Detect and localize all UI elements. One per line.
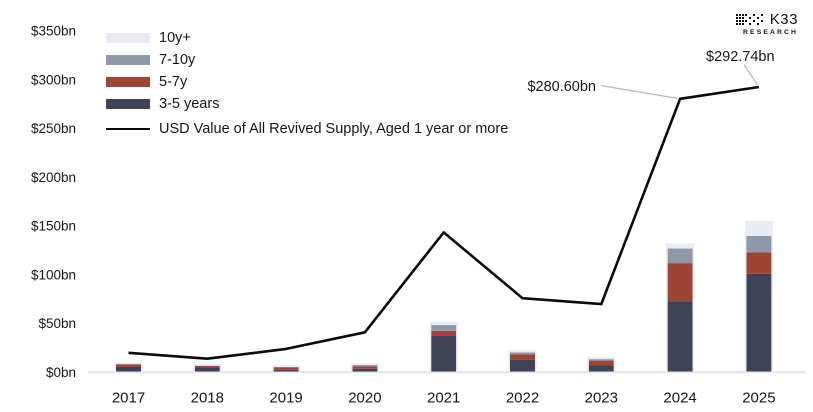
bar-segment-2021-7-10y <box>431 325 457 331</box>
bar-segment-2021-3-5-years <box>431 335 457 373</box>
x-axis-label-2024: 2024 <box>663 390 696 407</box>
legend-line-swatch <box>106 128 150 130</box>
bar-segment-2023-7-10y <box>588 359 614 361</box>
y-axis-tick-label: $150bn <box>31 219 76 234</box>
k33-research-logo: K33 RESEARCH <box>735 11 798 36</box>
legend-item-10y-plus: 10y+ <box>106 27 508 49</box>
bar-segment-2025-10y+ <box>746 222 772 236</box>
bar-segment-2019-3-5-years <box>273 369 299 373</box>
legend-item-3-5-years: 3-5 years <box>106 93 508 115</box>
x-axis-label-2025: 2025 <box>742 390 775 407</box>
legend-item-5-7y: 5-7y <box>106 71 508 93</box>
y-axis-tick-label: $0bn <box>46 365 76 380</box>
chart-legend: 10y+ 7-10y 5-7y 3-5 years USD Value of A… <box>106 27 508 140</box>
bar-segment-2020-7-10y <box>352 364 378 367</box>
bar-outline-2019 <box>272 365 301 374</box>
bar-segment-2025-3-5-years <box>746 273 772 373</box>
bar-outline-2021 <box>429 322 458 374</box>
k33-research-label: RESEARCH <box>743 29 798 36</box>
bar-segment-2022-5-7y <box>510 354 535 360</box>
k33-logo-dots-icon <box>735 14 763 25</box>
y-axis-tick-label: $300bn <box>31 72 76 87</box>
legend-label-3-5-years: 3-5 years <box>159 96 220 112</box>
bar-outline-2022 <box>508 350 537 374</box>
bar-outline-2025 <box>744 220 773 374</box>
annotation-leader-2025 <box>743 64 758 86</box>
bar-segment-2022-7-10y <box>510 352 535 355</box>
legend-swatch-5-7y <box>106 77 150 87</box>
annotation-value-2024: $280.60bn <box>527 79 596 95</box>
legend-swatch-10y-plus <box>106 33 150 43</box>
bar-segment-2020-5-7y <box>352 366 378 369</box>
x-axis-label-2018: 2018 <box>191 390 224 407</box>
bar-segment-2024-3-5-years <box>667 301 693 373</box>
bar-segment-2024-7-10y <box>667 248 693 264</box>
legend-item-7-10y: 7-10y <box>106 49 508 71</box>
bar-segment-2018-5-7y <box>194 365 220 368</box>
legend-label-7-10y: 7-10y <box>159 52 196 68</box>
bar-segment-2025-5-7y <box>746 252 772 274</box>
y-axis-tick-label: $50bn <box>38 316 76 331</box>
bar-segment-2024-5-7y <box>667 263 693 302</box>
x-axis-label-2023: 2023 <box>585 390 618 407</box>
annotation-value-2025: $292.74bn <box>706 49 775 65</box>
x-axis-label-2020: 2020 <box>348 390 381 407</box>
bar-segment-2021-10y+ <box>431 323 457 326</box>
bar-segment-2021-5-7y <box>431 330 457 336</box>
bar-segment-2018-3-5-years <box>194 367 220 373</box>
revived-supply-line-series <box>128 85 760 361</box>
legend-label-10y-plus: 10y+ <box>159 30 191 46</box>
bar-outline-2018 <box>193 364 222 374</box>
y-axis-tick-label: $100bn <box>31 267 76 282</box>
bar-segment-2019-5-7y <box>273 367 299 370</box>
y-axis-tick-label: $350bn <box>31 24 76 39</box>
bar-segment-2020-3-5-years <box>352 368 378 373</box>
bar-segment-2024-10y+ <box>667 245 693 249</box>
legend-swatch-3-5-years <box>106 99 150 109</box>
bar-segment-2022-3-5-years <box>510 359 535 373</box>
bar-segment-2025-7-10y <box>746 235 772 253</box>
bar-outline-2023 <box>587 357 616 374</box>
legend-label-line-series: USD Value of All Revived Supply, Aged 1 … <box>159 121 509 137</box>
x-axis-label-2022: 2022 <box>506 390 539 407</box>
bar-outline-2020 <box>350 363 379 374</box>
y-axis-tick-label: $200bn <box>31 170 76 185</box>
y-axis-tick-label: $250bn <box>31 121 76 136</box>
k33-logo-text: K33 <box>769 11 798 28</box>
annotation-leader-2024 <box>600 84 678 99</box>
bar-segment-2023-5-7y <box>588 360 614 366</box>
x-axis-label-2017: 2017 <box>112 390 145 407</box>
bar-segment-2017-3-5-years <box>116 366 141 373</box>
legend-swatch-7-10y <box>106 55 150 65</box>
bar-segment-2023-3-5-years <box>588 365 614 373</box>
legend-item-line-series: USD Value of All Revived Supply, Aged 1 … <box>106 118 508 140</box>
legend-label-5-7y: 5-7y <box>159 74 188 90</box>
bar-outline-2024 <box>666 243 695 374</box>
x-axis-label-2021: 2021 <box>427 390 460 407</box>
x-axis-label-2019: 2019 <box>269 390 302 407</box>
k33-logo-row: K33 <box>735 11 798 28</box>
bar-outline-2017 <box>114 362 143 374</box>
bar-segment-2017-5-7y <box>116 364 141 367</box>
